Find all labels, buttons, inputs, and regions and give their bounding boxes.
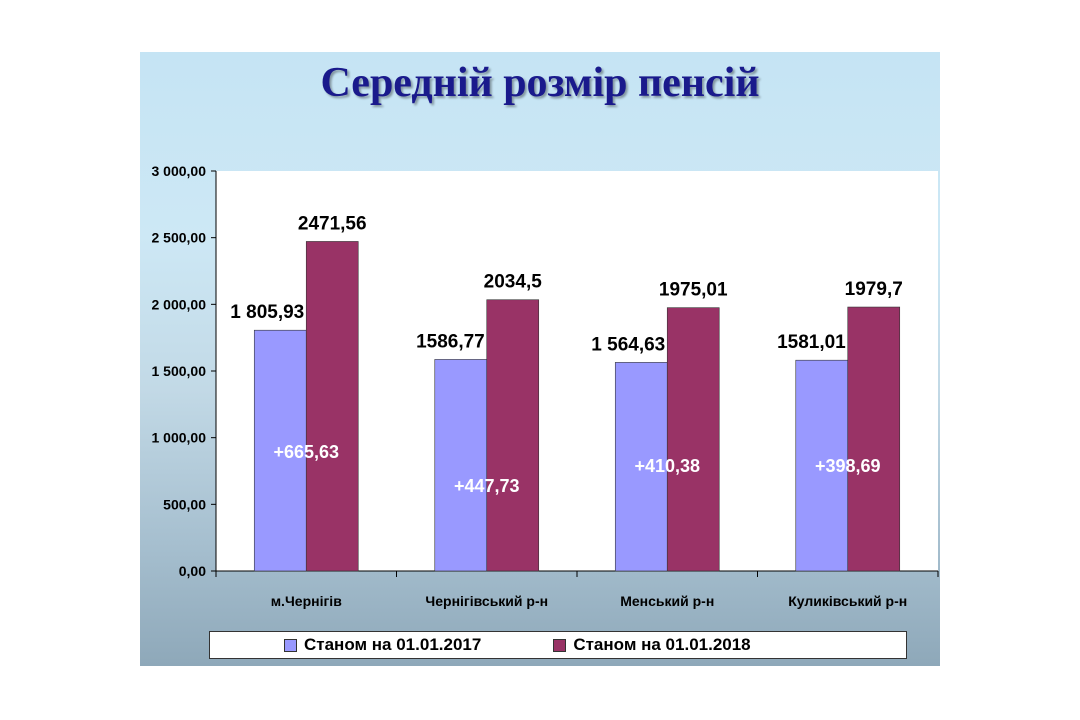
x-category-label: Менський р-н <box>620 593 714 609</box>
y-tick-label: 3 000,00 <box>152 163 207 179</box>
bar-2017 <box>434 359 488 572</box>
difference-label: +398,69 <box>815 456 881 476</box>
x-category-label: Куликівський р-н <box>788 593 907 609</box>
data-label-2017: 1586,77 <box>416 331 485 352</box>
bar-2018 <box>847 306 901 572</box>
data-label-2017: 1 564,63 <box>591 334 665 355</box>
bar-2017 <box>253 329 307 572</box>
x-category-label: м.Чернігів <box>271 593 342 609</box>
difference-label: +410,38 <box>634 456 700 476</box>
bar-2017 <box>614 362 668 572</box>
y-tick-label: 1 000,00 <box>152 430 207 446</box>
y-tick-label: 0,00 <box>179 563 206 579</box>
data-label-2017: 1581,01 <box>777 332 846 353</box>
bar-2018 <box>486 299 540 572</box>
legend-item-2017: Станом на 01.01.2017 <box>284 635 481 655</box>
bar-2018 <box>666 307 720 572</box>
legend-label-2018: Станом на 01.01.2018 <box>573 635 751 654</box>
legend-swatch-2018 <box>553 638 567 652</box>
bar-2017 <box>795 359 849 572</box>
legend: Станом на 01.01.2017 Станом на 01.01.201… <box>209 631 907 659</box>
data-label-2018: 2034,5 <box>484 272 543 293</box>
bars-group <box>253 241 901 572</box>
bar-2018 <box>305 241 359 572</box>
y-tick-label: 1 500,00 <box>152 363 207 379</box>
difference-label: +447,73 <box>454 476 520 496</box>
difference-label: +665,63 <box>273 442 339 462</box>
y-tick-label: 2 000,00 <box>152 296 207 312</box>
labels-group: м.Чернігів 1 805,93 2471,56 +665,63 Чернігів… <box>230 213 907 609</box>
x-category-label: Чернігівський р-н <box>425 593 548 609</box>
legend-swatch-2017 <box>284 638 297 652</box>
data-label-2018: 1979,7 <box>845 279 903 300</box>
data-label-2018: 1975,01 <box>659 280 728 301</box>
legend-label-2017: Станом на 01.01.2017 <box>304 635 482 654</box>
y-tick-label: 2 500,00 <box>152 230 207 246</box>
legend-item-2018: Станом на 01.01.2018 <box>553 635 751 655</box>
data-label-2018: 2471,56 <box>298 213 367 234</box>
chart-title: Середній розмір пенсій <box>320 60 760 106</box>
y-tick-label: 500,00 <box>163 496 206 512</box>
data-label-2017: 1 805,93 <box>230 302 304 323</box>
